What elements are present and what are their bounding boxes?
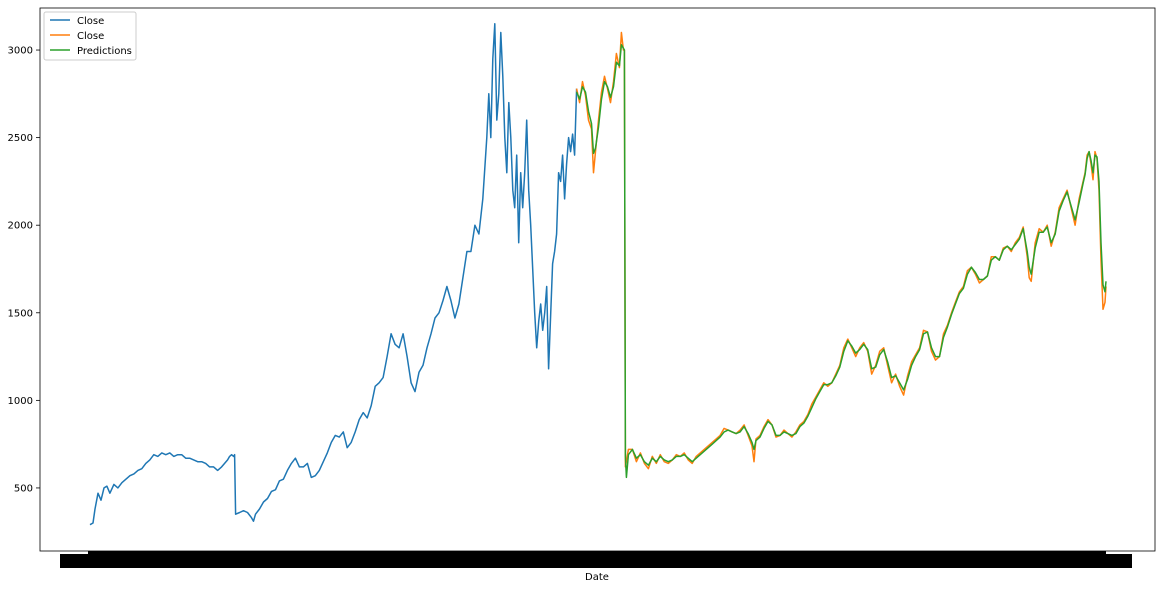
series-line-close-1: [89, 23, 578, 526]
legend-label-close-2: Close: [77, 31, 104, 42]
plot-area: [40, 8, 1155, 551]
x-axis: [60, 551, 1132, 568]
y-tick-label-3000: 3000: [8, 46, 33, 57]
x-ticks-band: [88, 551, 1106, 555]
y-tick-label-500: 500: [14, 483, 33, 494]
x-tick-labels-band: [60, 554, 1132, 568]
series-layer: [89, 23, 1107, 526]
y-tick-label-1000: 1000: [8, 396, 33, 407]
legend-label-close-1: Close: [77, 16, 104, 27]
y-tick-label-2000: 2000: [8, 221, 33, 232]
y-tick-label-2500: 2500: [8, 133, 33, 144]
y-axis: 500 1000 1500 2000 2500 3000: [8, 46, 40, 494]
y-tick-label-1500: 1500: [8, 308, 33, 319]
x-axis-label: Date: [585, 572, 609, 583]
series-line-predictions-3: [575, 44, 1107, 479]
legend[interactable]: Close Close Predictions: [43, 11, 137, 61]
legend-box: [43, 11, 137, 61]
legend-label-predictions: Predictions: [77, 46, 132, 57]
